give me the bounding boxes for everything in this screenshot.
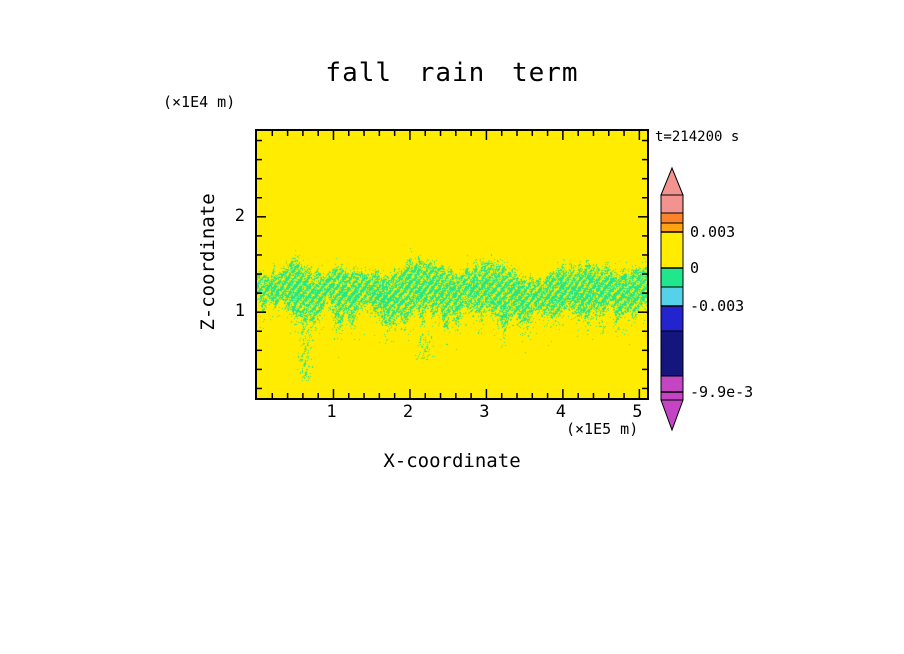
colorbar-segment [660, 375, 684, 401]
colorbar-value-label: -0.003 [690, 297, 745, 315]
x-axis-unit: (×1E5 m) [566, 420, 639, 438]
x-tick-label: 1 [326, 402, 337, 422]
plot-title: fall rain term [325, 58, 579, 88]
colorbar-value-label: 0 [690, 259, 700, 277]
colorbar-segment [660, 330, 684, 377]
plot-area [255, 129, 649, 400]
x-tick-label: 5 [632, 402, 643, 422]
colorbar-arrow [660, 166, 684, 196]
colorbar-segment [660, 212, 684, 224]
colorbar-segment [660, 286, 684, 307]
time-label: t=214200 s [655, 129, 740, 145]
x-tick-label: 4 [555, 402, 566, 422]
colorbar-segment [660, 194, 684, 214]
colorbar-value-label: -9.9e-3 [690, 383, 754, 401]
y-axis-label: Z-coordinate [197, 193, 219, 331]
x-tick-label: 2 [402, 402, 414, 422]
colorbar-arrow [660, 399, 684, 432]
colorbar-segment [660, 222, 684, 233]
colorbar-value-label: 0.003 [690, 223, 736, 241]
colorbar-segment [660, 305, 684, 332]
y-tick-label: 1 [234, 301, 245, 322]
x-axis-label: X-coordinate [383, 450, 521, 472]
field-canvas [257, 131, 647, 398]
y-axis-unit: (×1E4 m) [163, 93, 236, 111]
x-tick-label: 3 [479, 402, 490, 422]
colorbar-segment [660, 231, 684, 269]
y-tick-label: 2 [234, 205, 245, 226]
colorbar [660, 166, 684, 432]
colorbar-segment [660, 267, 684, 288]
